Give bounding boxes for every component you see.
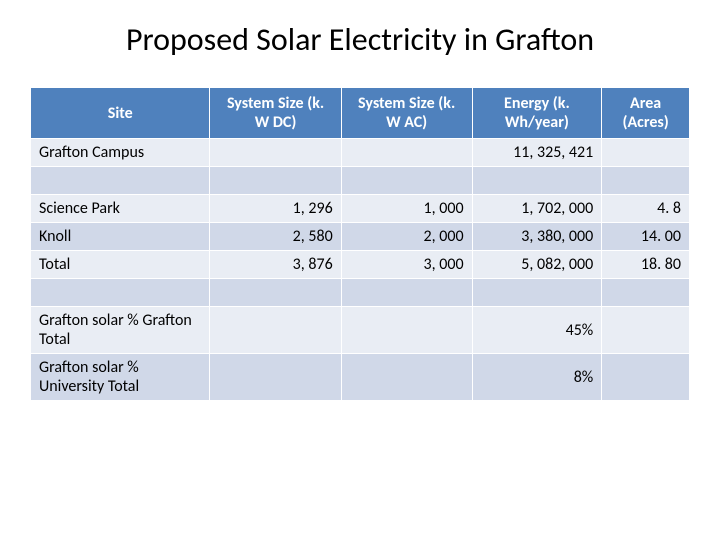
table-row: Knoll 2, 580 2, 000 3, 380, 000 14. 00: [31, 223, 690, 251]
table-row: Science Park 1, 296 1, 000 1, 702, 000 4…: [31, 195, 690, 223]
cell-value: 3, 380, 000: [472, 223, 602, 251]
table-header-row: Site System Size (k. W DC) System Size (…: [31, 88, 690, 139]
cell-value: [210, 307, 341, 354]
cell-label: Total: [31, 251, 210, 279]
page-title: Proposed Solar Electricity in Grafton: [30, 20, 690, 59]
cell-value: [341, 354, 472, 401]
cell-value: 3, 876: [210, 251, 341, 279]
cell-value: [341, 279, 472, 307]
table-row: Grafton Campus 11, 325, 421: [31, 139, 690, 167]
cell-label: [31, 279, 210, 307]
cell-value: [602, 307, 690, 354]
cell-value: 5, 082, 000: [472, 251, 602, 279]
cell-label: Science Park: [31, 195, 210, 223]
cell-value: [602, 139, 690, 167]
table-body: Grafton Campus 11, 325, 421 Science Park…: [31, 139, 690, 401]
cell-value: [602, 167, 690, 195]
cell-label: Grafton Campus: [31, 139, 210, 167]
cell-value: [602, 354, 690, 401]
cell-value: 1, 296: [210, 195, 341, 223]
cell-value: [210, 139, 341, 167]
cell-label: Grafton solar % University Total: [31, 354, 210, 401]
table-row: Grafton solar % University Total 8%: [31, 354, 690, 401]
cell-value: 11, 325, 421: [472, 139, 602, 167]
cell-value: [210, 167, 341, 195]
table-row: [31, 279, 690, 307]
cell-value: [472, 279, 602, 307]
col-size-dc: System Size (k. W DC): [210, 88, 341, 139]
cell-label: [31, 167, 210, 195]
cell-value: 14. 00: [602, 223, 690, 251]
cell-value: [602, 279, 690, 307]
table-row: Grafton solar % Grafton Total 45%: [31, 307, 690, 354]
cell-value: [341, 139, 472, 167]
cell-value: 2, 580: [210, 223, 341, 251]
cell-label: Knoll: [31, 223, 210, 251]
cell-value: [210, 354, 341, 401]
cell-value: 8%: [472, 354, 602, 401]
solar-table: Site System Size (k. W DC) System Size (…: [30, 87, 690, 401]
cell-label: Grafton solar % Grafton Total: [31, 307, 210, 354]
col-area: Area (Acres): [602, 88, 690, 139]
cell-value: 1, 702, 000: [472, 195, 602, 223]
table-row: Total 3, 876 3, 000 5, 082, 000 18. 80: [31, 251, 690, 279]
cell-value: 45%: [472, 307, 602, 354]
cell-value: [341, 307, 472, 354]
cell-value: 3, 000: [341, 251, 472, 279]
col-energy: Energy (k. Wh/year): [472, 88, 602, 139]
cell-value: 18. 80: [602, 251, 690, 279]
col-size-ac: System Size (k. W AC): [341, 88, 472, 139]
cell-value: [210, 279, 341, 307]
cell-value: 2, 000: [341, 223, 472, 251]
col-site: Site: [31, 88, 210, 139]
cell-value: 4. 8: [602, 195, 690, 223]
cell-value: [472, 167, 602, 195]
cell-value: 1, 000: [341, 195, 472, 223]
cell-value: [341, 167, 472, 195]
table-row: [31, 167, 690, 195]
